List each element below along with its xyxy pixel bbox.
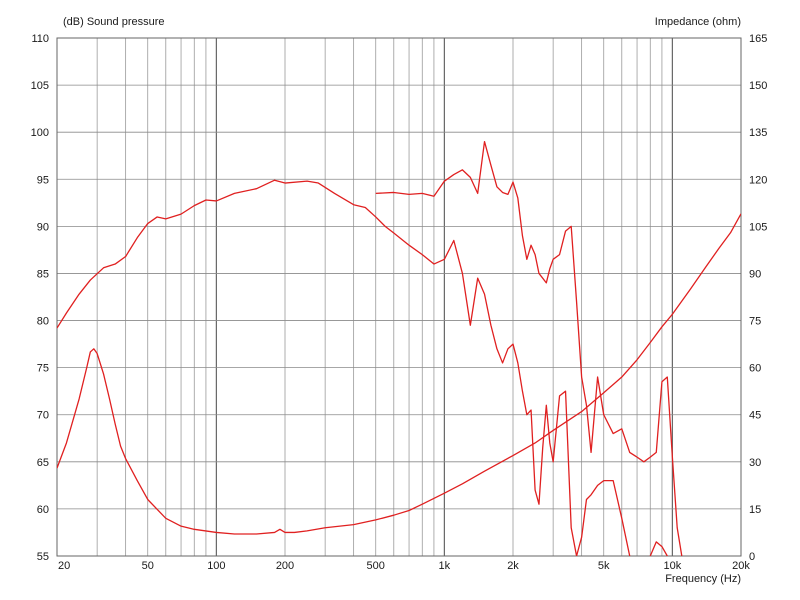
spl-curve-on-axis [375, 140, 683, 556]
axis-labels: (dB) Sound pressure Impedance (ohm) Freq… [31, 16, 768, 585]
impedance-curve [57, 213, 741, 535]
right-tick-label: 15 [749, 504, 761, 516]
right-tick-label: 120 [749, 174, 767, 186]
x-axis-title: Frequency (Hz) [665, 573, 741, 585]
left-tick-label: 110 [31, 33, 49, 45]
left-axis-title: (dB) Sound pressure [63, 16, 165, 28]
left-tick-label: 70 [37, 410, 49, 422]
left-tick-label: 65 [37, 457, 49, 469]
x-tick-label: 500 [367, 560, 385, 572]
x-tick-label: 100 [207, 560, 225, 572]
right-tick-label: 0 [749, 551, 755, 563]
grid-lines [56, 37, 742, 557]
x-tick-label: 20 [58, 560, 70, 572]
x-tick-label: 2k [507, 560, 519, 572]
left-tick-label: 90 [37, 221, 49, 233]
right-tick-label: 75 [749, 316, 761, 328]
x-tick-label: 50 [142, 560, 154, 572]
left-tick-label: 80 [37, 316, 49, 328]
x-tick-label: 200 [276, 560, 294, 572]
left-tick-label: 75 [37, 363, 49, 375]
series-group [57, 140, 741, 556]
x-tick-label: 5k [598, 560, 610, 572]
plot-frame [56, 37, 742, 557]
left-tick-label: 60 [37, 504, 49, 516]
left-tick-label: 105 [31, 80, 49, 92]
right-tick-label: 150 [749, 80, 767, 92]
right-axis-title: Impedance (ohm) [655, 16, 741, 28]
right-tick-label: 30 [749, 457, 761, 469]
x-tick-label: 20k [732, 560, 750, 572]
right-tick-label: 105 [749, 221, 767, 233]
left-tick-label: 55 [37, 551, 49, 563]
x-tick-label: 1k [439, 560, 451, 572]
right-tick-label: 135 [749, 127, 767, 139]
left-tick-label: 100 [31, 127, 49, 139]
right-tick-label: 45 [749, 410, 761, 422]
x-tick-label: 10k [663, 560, 681, 572]
right-tick-label: 90 [749, 268, 761, 280]
right-tick-label: 60 [749, 363, 761, 375]
spl-curve-off-axis [57, 179, 669, 556]
left-tick-label: 85 [37, 268, 49, 280]
right-tick-label: 165 [749, 33, 767, 45]
left-tick-label: 95 [37, 174, 49, 186]
